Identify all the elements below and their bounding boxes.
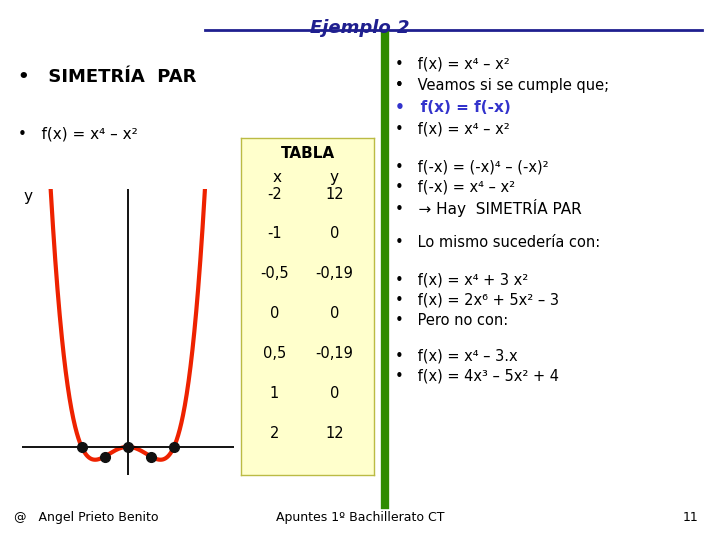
Text: Apuntes 1º Bachillerato CT: Apuntes 1º Bachillerato CT — [276, 511, 444, 524]
Text: •   f(x) = x⁴ – x²: • f(x) = x⁴ – x² — [395, 122, 509, 137]
Text: •   f(x) = x⁴ + 3 x²: • f(x) = x⁴ + 3 x² — [395, 273, 528, 288]
Text: -2: -2 — [267, 187, 282, 201]
Text: •   Veamos si se cumple que;: • Veamos si se cumple que; — [395, 78, 608, 93]
Text: •   f(-x) = (-x)⁴ – (-x)²: • f(-x) = (-x)⁴ – (-x)² — [395, 159, 548, 174]
Text: •   f(x) = 2x⁶ + 5x² – 3: • f(x) = 2x⁶ + 5x² – 3 — [395, 293, 559, 308]
Text: •   f(x) = x⁴ – x²: • f(x) = x⁴ – x² — [395, 57, 509, 72]
Text: -0,19: -0,19 — [315, 346, 354, 361]
Text: 1: 1 — [270, 386, 279, 401]
Text: •   f(-x) = x⁴ – x²: • f(-x) = x⁴ – x² — [395, 179, 515, 194]
Text: •   f(x) = 4x³ – 5x² + 4: • f(x) = 4x³ – 5x² + 4 — [395, 368, 559, 383]
Text: x: x — [273, 170, 282, 185]
Text: •   Lo mismo sucedería con:: • Lo mismo sucedería con: — [395, 235, 600, 250]
Text: •   f(x) = x⁴ – 3.x: • f(x) = x⁴ – 3.x — [395, 348, 517, 363]
Text: 2: 2 — [270, 426, 279, 441]
Text: 0: 0 — [330, 386, 339, 401]
Text: 0: 0 — [330, 306, 339, 321]
Text: 12: 12 — [325, 426, 343, 441]
Text: 11: 11 — [683, 511, 698, 524]
Text: •   → Hay  SIMETRÍA PAR: • → Hay SIMETRÍA PAR — [395, 199, 581, 217]
Text: 0: 0 — [330, 226, 339, 241]
Text: y: y — [330, 170, 339, 185]
Text: Ejemplo 2: Ejemplo 2 — [310, 19, 410, 37]
Text: -1: -1 — [267, 226, 282, 241]
Text: 12: 12 — [325, 187, 343, 201]
Text: -0,5: -0,5 — [260, 266, 289, 281]
Text: •   SIMETRÍA  PAR: • SIMETRÍA PAR — [18, 68, 197, 85]
Text: •   f(x) = x⁴ – x²: • f(x) = x⁴ – x² — [18, 127, 138, 142]
Text: •: • — [395, 78, 403, 93]
Text: y: y — [24, 189, 32, 204]
Text: -0,19: -0,19 — [315, 266, 354, 281]
Text: @   Angel Prieto Benito: @ Angel Prieto Benito — [14, 511, 159, 524]
Text: 0,5: 0,5 — [263, 346, 286, 361]
Text: 0: 0 — [270, 306, 279, 321]
Text: •   f(x) = f(-x): • f(x) = f(-x) — [395, 100, 510, 115]
Text: TABLA: TABLA — [281, 146, 335, 161]
Text: •   Pero no con:: • Pero no con: — [395, 313, 508, 328]
